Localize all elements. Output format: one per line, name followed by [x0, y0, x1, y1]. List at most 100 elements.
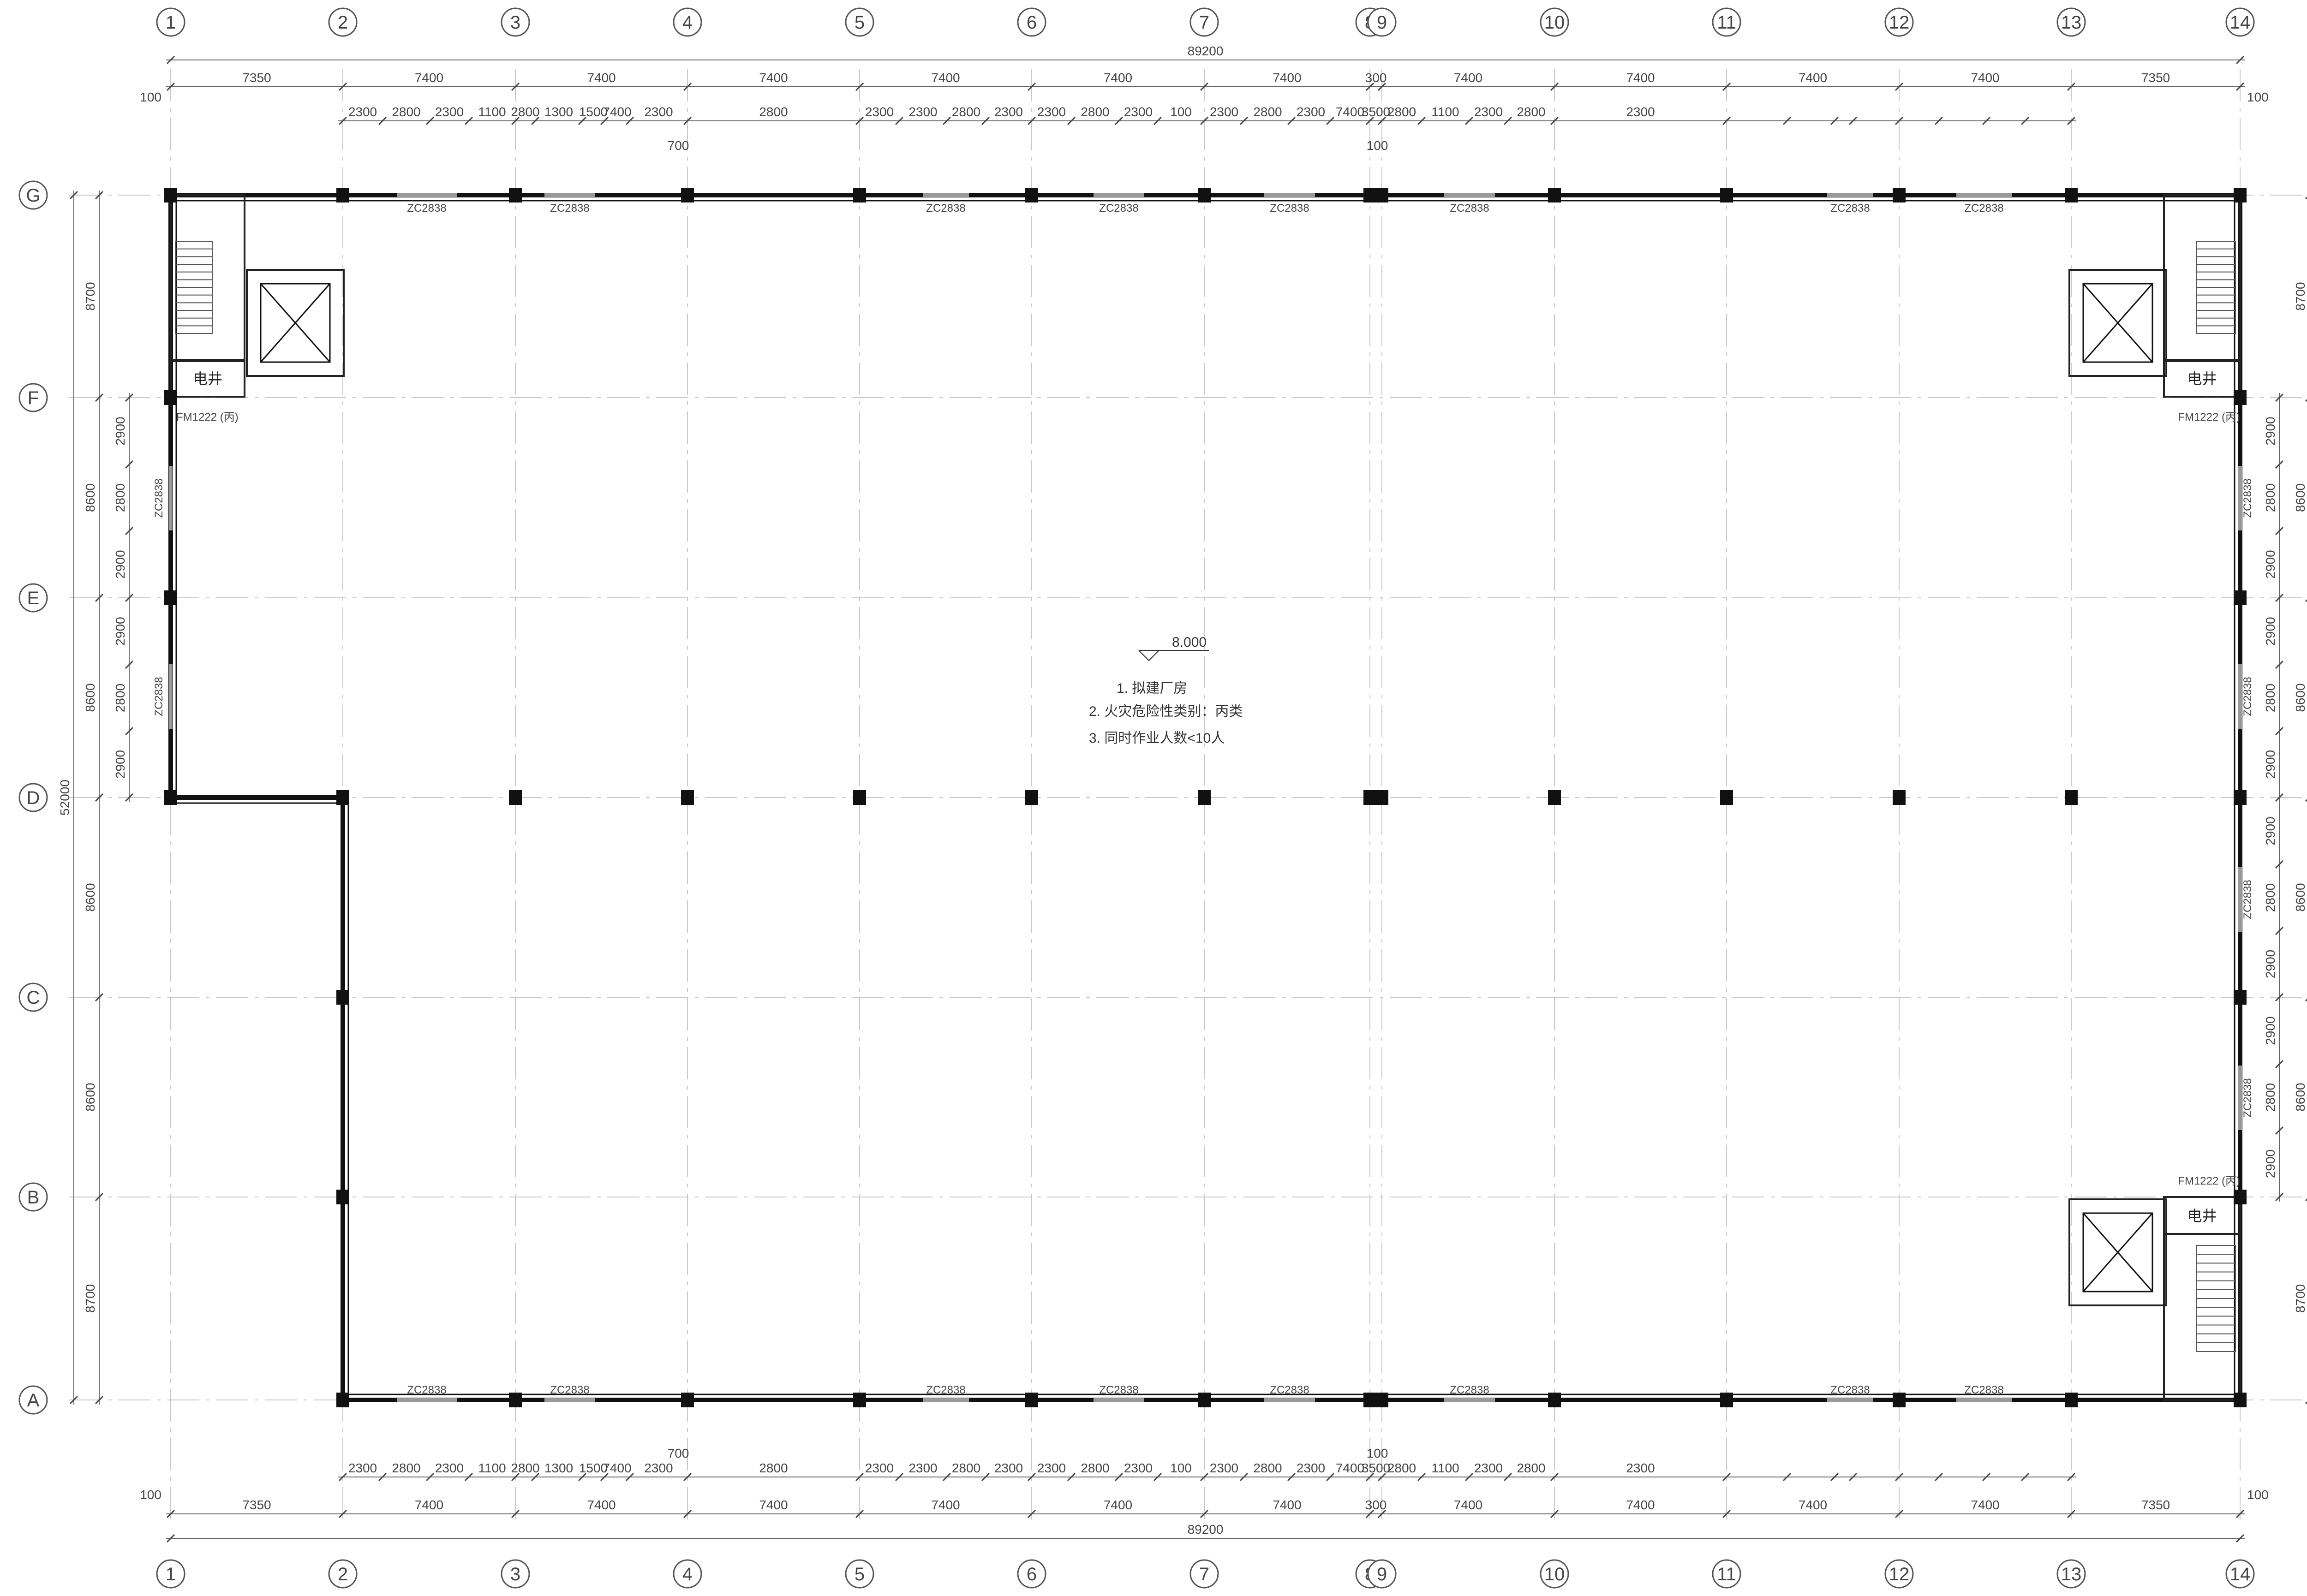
se-elevator: [2068, 1198, 2167, 1306]
dim-bays-bottom-5: 7400: [1104, 1498, 1132, 1512]
dim-rows-left-5: 8700: [83, 1284, 97, 1313]
dim-sub-top-25: 2300: [1474, 105, 1503, 119]
ne-electrical-shaft: [2163, 359, 2241, 398]
axis-bubble-bottom-2: 2: [328, 1559, 358, 1589]
column-top-4: [853, 188, 866, 202]
column-top-12: [2065, 188, 2078, 202]
dim-total-left-0: 52000: [58, 780, 72, 816]
se-fire-door-label: FM1222 (丙): [2178, 1175, 2240, 1187]
dim-subrows-left-0: 2900: [113, 417, 127, 445]
dim-sub-bottom-3: 1100: [478, 1461, 506, 1475]
dim-bays-top-5: 7400: [1104, 71, 1132, 85]
window-label-top-3: ZC2838: [1099, 202, 1138, 214]
dim-sub-top-7: 7400: [603, 105, 631, 119]
dim-sub-top-3: 1100: [478, 105, 506, 119]
design-notes: 1. 拟建厂房 2. 火灾危险性类别：丙类 3. 同时作业人数<10人: [1089, 681, 1243, 746]
dim-offset-bl: 100: [140, 1488, 161, 1502]
column-mid-5: [1025, 790, 1038, 805]
axis-bubble-left-E: E: [18, 583, 48, 613]
window-label-right-3: ZC2838: [2241, 1078, 2254, 1117]
dim-rows-right-3: 8600: [2293, 883, 2307, 911]
window-label-top-6: ZC2838: [1830, 202, 1870, 214]
dim-sub-bottom-6: 1500: [579, 1461, 608, 1475]
dim-bays-top-10: 7400: [1799, 71, 1827, 85]
axis-bubble-top-13: 13: [2056, 7, 2086, 37]
axis-bubble-bottom-13: 13: [2056, 1559, 2086, 1589]
axis-bubble-left-F-label: F: [28, 388, 39, 408]
dim-rows-left-3: 8600: [83, 883, 97, 911]
column-right-862: [2234, 390, 2247, 405]
nw-fire-door-label: FM1222 (丙): [176, 411, 239, 423]
dim-subrows-right-9: 2900: [2263, 1016, 2277, 1045]
column-top-2: [509, 188, 522, 202]
dim-bays-top-8: 7400: [1454, 71, 1482, 85]
column-right-1296: [2234, 590, 2247, 605]
dim-sub-bottom-16: 2300: [1124, 1461, 1153, 1475]
dim-sub-bottom-0: 2300: [348, 1461, 377, 1475]
window-label-top-5: ZC2838: [1450, 202, 1489, 214]
column-mid-13: [2234, 790, 2247, 805]
dim-total-bottom-0: 89200: [1188, 1522, 1224, 1536]
window-label-right-1: ZC2838: [2241, 677, 2254, 716]
dim-bays-bottom-2: 7400: [587, 1498, 616, 1512]
dim-sub-top-20: 2300: [1297, 105, 1325, 119]
axis-bubble-bottom-3: 3: [501, 1559, 530, 1589]
dim-rows-right-5: 8700: [2293, 1284, 2307, 1313]
dim-subrows-right-1: 2800: [2263, 483, 2277, 512]
axis-bubble-left-D: D: [18, 783, 48, 812]
dim-rows-right-4: 8600: [2293, 1083, 2307, 1111]
dim-sub-top-26: 2800: [1517, 105, 1545, 119]
dim-sub-bottom-11: 2300: [908, 1461, 937, 1475]
axis-bubble-bottom-14-label: 14: [2230, 1564, 2251, 1584]
ne-elevator: [2068, 269, 2167, 377]
dim-bays-top-9: 7400: [1626, 71, 1655, 85]
dim-sub-bottom-4: 2800: [511, 1461, 539, 1475]
dim-sub-bottom-13: 2300: [994, 1461, 1023, 1475]
window-label-top-4: ZC2838: [1270, 202, 1309, 214]
elevation-label: 8.000: [1172, 635, 1207, 650]
dim-bays-top-3: 7400: [759, 71, 788, 85]
column-top-6: [1198, 188, 1211, 202]
column-mid-11: [1893, 790, 1906, 805]
column-mid-2: [509, 790, 522, 805]
structural-columns: [164, 188, 2247, 1407]
dim-bays-bottom-6: 7400: [1273, 1498, 1301, 1512]
column-top-5: [1025, 188, 1038, 202]
column-bot-6: [1198, 1393, 1211, 1407]
dim-bays-bottom-0: 7350: [242, 1498, 271, 1512]
nw-shaft-label: 电井: [193, 370, 222, 387]
window-label-bottom-2: ZC2838: [926, 1384, 965, 1396]
column-top-7: [1363, 188, 1376, 202]
window-label-right-2: ZC2838: [2241, 880, 2254, 919]
axis-bubble-bottom-13-label: 13: [2061, 1564, 2082, 1584]
dim-bays-bottom-7: 300: [1365, 1498, 1387, 1512]
axis-bubble-bottom-10: 10: [1540, 1559, 1569, 1589]
dim-offset-br: 100: [2247, 1488, 2269, 1502]
window-label-top-0: ZC2838: [407, 202, 446, 214]
dim-sub-bottom-7: 7400: [603, 1461, 631, 1475]
axis-bubble-bottom-14: 14: [2225, 1559, 2255, 1589]
dim-sub-bottom-5: 1300: [544, 1461, 573, 1475]
dim-sub-top-16: 2300: [1124, 105, 1153, 119]
window-label-top-2: ZC2838: [926, 202, 965, 214]
column-bot-5: [1025, 1393, 1038, 1407]
axis-bubble-bottom-1-label: 1: [166, 1564, 176, 1584]
dim-subrows-left-2: 2900: [113, 550, 127, 578]
column-mid-12: [2065, 790, 2078, 805]
axis-bubble-bottom-7: 7: [1189, 1559, 1219, 1589]
axis-bubble-top-9-label: 9: [1377, 12, 1387, 33]
window-label-left-0: ZC2838: [153, 478, 165, 518]
dim-note-100-top: 100: [1367, 138, 1388, 153]
dim-sub-top-2: 2300: [435, 105, 464, 119]
dim-bays-top-12: 7350: [2141, 71, 2170, 85]
window-label-bottom-7: ZC2838: [1964, 1384, 2003, 1396]
window-label-bottom-4: ZC2838: [1270, 1384, 1309, 1396]
axis-bubble-left-C: C: [18, 983, 48, 1012]
axis-bubble-left-A: A: [18, 1385, 48, 1415]
dim-subrows-left-1: 2800: [113, 483, 127, 512]
axis-bubble-top-1-label: 1: [166, 12, 176, 33]
dim-sub-top-15: 2800: [1081, 105, 1109, 119]
axis-bubble-left-D-label: D: [27, 788, 40, 808]
dim-subrows-right-8: 2900: [2263, 950, 2277, 978]
